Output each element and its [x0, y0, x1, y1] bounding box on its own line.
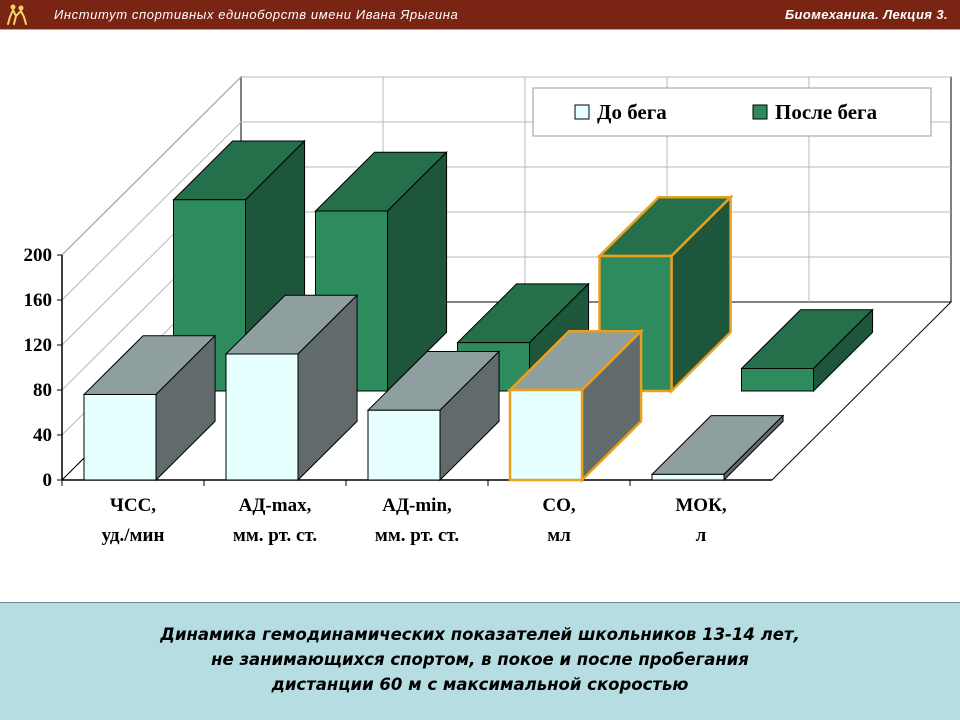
legend: До бега После бега	[532, 87, 932, 137]
slide-caption: Динамика гемодинамических показателей шк…	[0, 602, 960, 720]
bar-before	[506, 328, 645, 484]
y-tick-label: 40	[33, 425, 52, 446]
legend-label: После бега	[775, 100, 878, 124]
bar-chart: 0 40 80 120 160 200 ЧСС, уд./мин АД-max, мм. рт. …	[24, 75, 953, 546]
legend-box	[532, 87, 932, 137]
legend-swatch	[574, 104, 590, 120]
x-tick-label: СО,	[542, 495, 576, 516]
bar-front	[651, 473, 725, 481]
bar-before	[224, 294, 359, 482]
bar-front	[367, 409, 441, 481]
y-tick-label: 0	[43, 470, 53, 491]
x-tick-label: ЧСС,	[110, 495, 156, 516]
institute-name: Институт спортивных единоборств имени Ив…	[54, 7, 459, 22]
slide-header: Институт спортивных единоборств имени Ив…	[0, 0, 960, 30]
bar-front	[83, 394, 157, 481]
x-tick-label: мм. рт. ст.	[375, 525, 459, 546]
bar-before	[82, 334, 217, 482]
x-tick-label: АД-min,	[382, 495, 452, 516]
y-tick-label: 120	[24, 335, 53, 356]
bar-front	[225, 353, 299, 481]
bar-front	[508, 388, 584, 482]
y-tick-label: 80	[33, 380, 52, 401]
legend-label: До бега	[597, 100, 667, 124]
bar-after	[740, 308, 874, 393]
x-tick-label: АД-max,	[239, 495, 312, 516]
bar-before	[650, 414, 785, 482]
x-tick-label: мм. рт. ст.	[233, 525, 317, 546]
bar-before	[366, 350, 501, 482]
caption-line: Динамика гемодинамических показателей шк…	[160, 625, 800, 644]
y-tick-label: 200	[24, 245, 53, 266]
wrestlers-logo-icon	[7, 4, 27, 25]
y-tick-label: 160	[24, 290, 53, 311]
x-tick-label: МОК,	[675, 495, 726, 516]
bar-front	[741, 368, 814, 392]
caption-line: дистанции 60 м с максимальной скоростью	[271, 675, 689, 694]
caption-line: не занимающихся спортом, в покое и после…	[211, 650, 749, 669]
x-tick-label: л	[696, 525, 707, 546]
gridline	[61, 76, 951, 256]
legend-swatch	[752, 104, 768, 120]
x-tick-label: уд./мин	[102, 525, 165, 546]
x-tick-label: мл	[547, 525, 571, 546]
lecture-title: Биомеханика. Лекция 3.	[784, 7, 948, 22]
